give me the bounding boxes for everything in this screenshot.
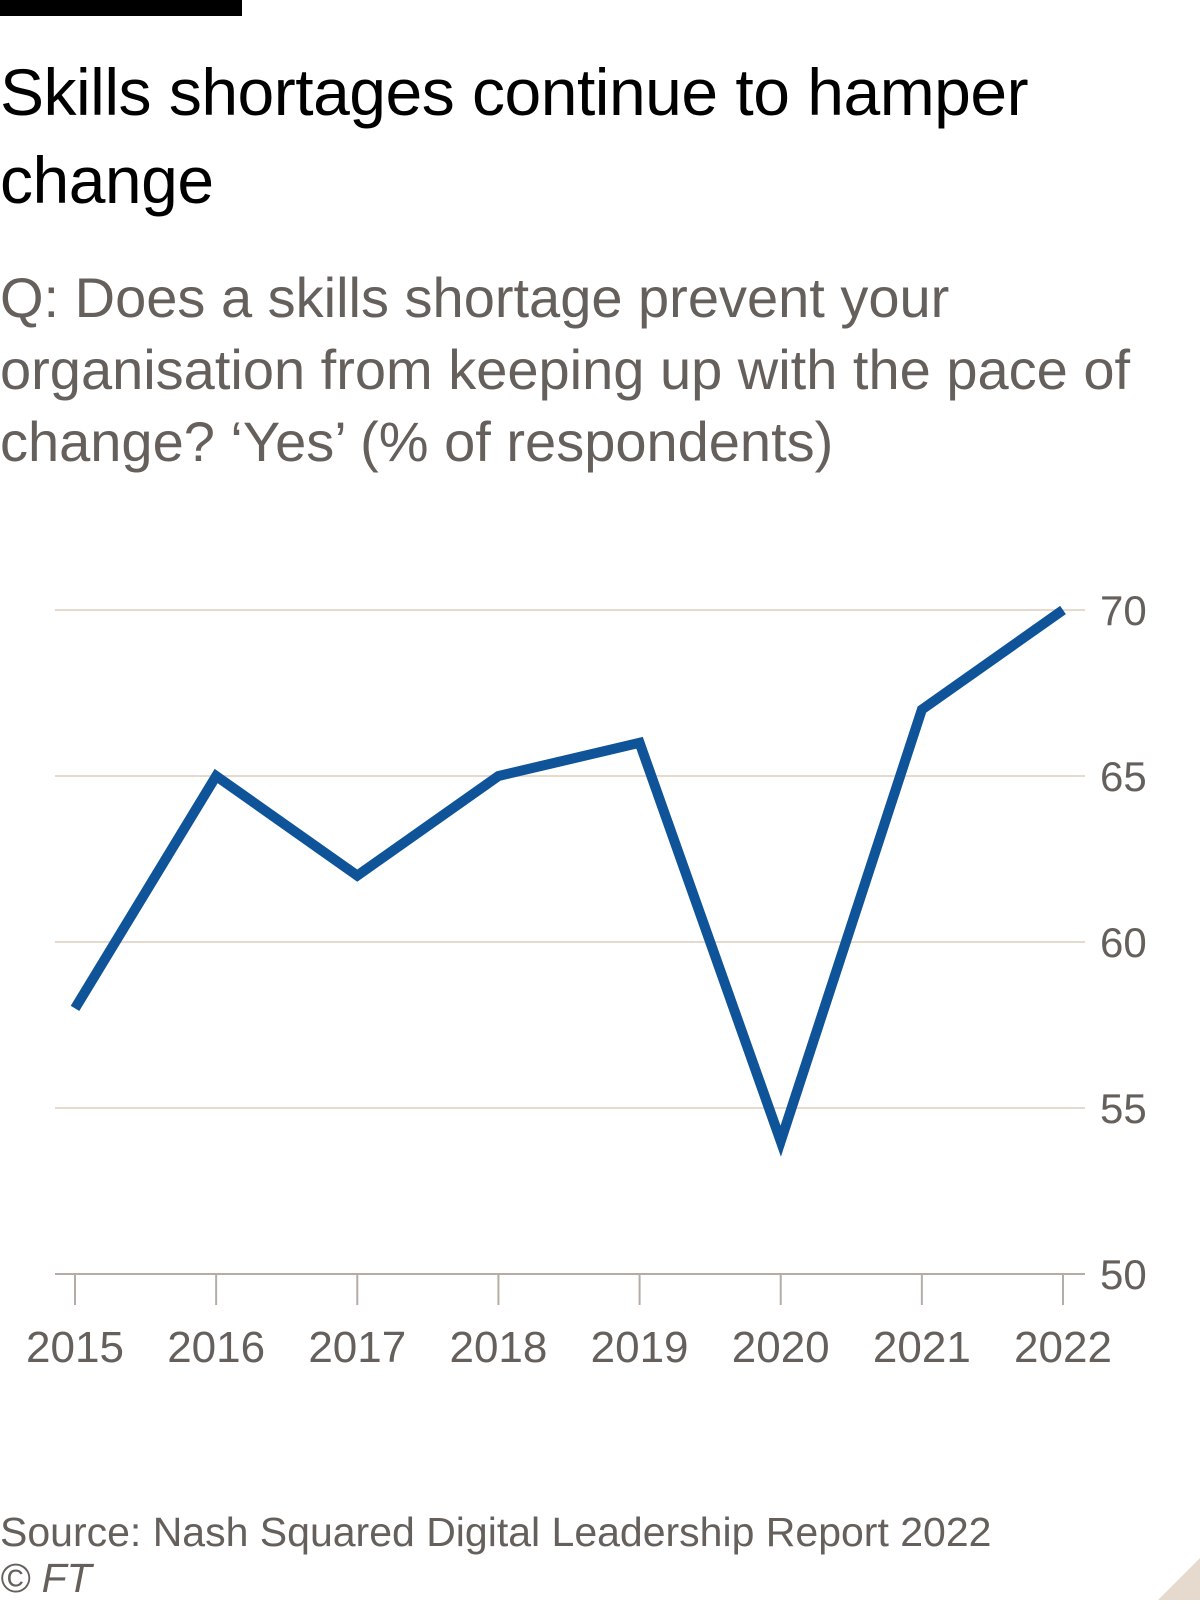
y-tick-label-60: 60 bbox=[1100, 919, 1147, 966]
x-tick-label-2017: 2017 bbox=[308, 1323, 406, 1372]
series-line-yes bbox=[70, 605, 1066, 1157]
x-axis bbox=[74, 1274, 1064, 1305]
x-axis-labels: 2015 2016 2017 2018 2019 2020 2021 2022 bbox=[26, 1323, 1112, 1372]
y-tick-label-50: 50 bbox=[1100, 1251, 1147, 1298]
chart-subtitle: Q: Does a skills shortage prevent your o… bbox=[0, 266, 1131, 473]
x-tick-label-2021: 2021 bbox=[873, 1323, 971, 1372]
source-note: Source: Nash Squared Digital Leadership … bbox=[0, 1509, 992, 1555]
x-tick-label-2019: 2019 bbox=[591, 1323, 689, 1372]
copyright: © FT bbox=[0, 1555, 92, 1601]
corner-marker bbox=[1158, 1558, 1200, 1600]
series-layer bbox=[70, 605, 1066, 1157]
grid-lines bbox=[55, 609, 1085, 1275]
x-tick-label-2016: 2016 bbox=[167, 1323, 265, 1372]
x-tick-label-2022: 2022 bbox=[1014, 1323, 1112, 1372]
y-tick-label-65: 65 bbox=[1100, 753, 1147, 800]
x-tick-label-2020: 2020 bbox=[732, 1323, 830, 1372]
brand-bar bbox=[0, 0, 242, 16]
y-axis-labels: 50 55 60 65 70 bbox=[1100, 587, 1147, 1298]
y-tick-label-70: 70 bbox=[1100, 587, 1147, 634]
x-tick-label-2018: 2018 bbox=[449, 1323, 547, 1372]
chart-title: Skills shortages continue to hamper chan… bbox=[0, 55, 1029, 217]
y-tick-label-55: 55 bbox=[1100, 1085, 1147, 1132]
x-tick-label-2015: 2015 bbox=[26, 1323, 124, 1372]
